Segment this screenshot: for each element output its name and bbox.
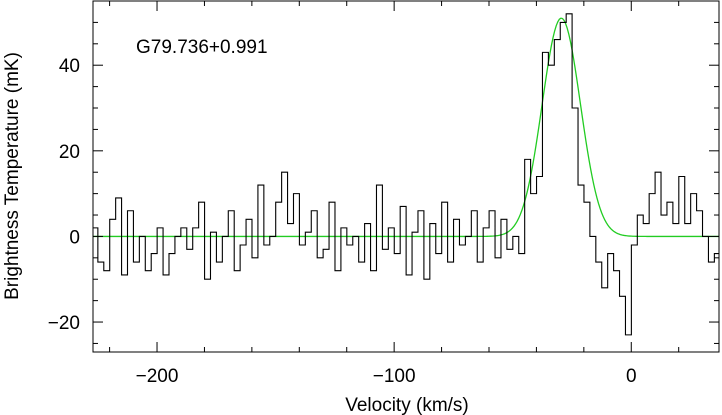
chart-annotation: G79.736+0.991: [136, 37, 268, 58]
plot-frame: [92, 0, 720, 353]
y-tick-label: 20: [59, 142, 80, 163]
y-tick-label: −20: [48, 313, 80, 334]
y-tick-label: 0: [69, 227, 80, 248]
x-tick-label: −100: [373, 366, 416, 387]
y-axis-title: Brightness Temperature (mK): [2, 52, 23, 300]
spectrum-histogram-line: [93, 13, 719, 336]
x-tick-label: 0: [626, 366, 637, 387]
axis-ticks: [93, 0, 719, 352]
x-tick-label: −200: [136, 366, 179, 387]
y-tick-label: 40: [59, 56, 80, 77]
x-axis-title: Velocity (km/s): [345, 395, 469, 415]
